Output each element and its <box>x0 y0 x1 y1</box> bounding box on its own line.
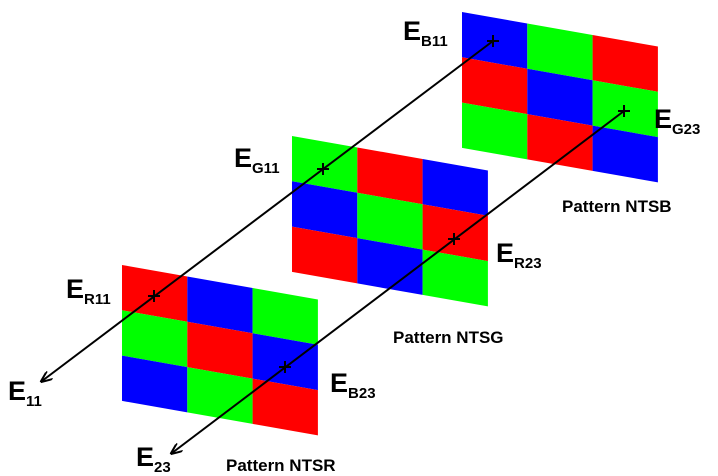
caption-ntsb: Pattern NTSB <box>562 197 672 216</box>
cell-ntsr-1-1-red <box>187 321 253 379</box>
cell-ntsg-0-1-red <box>357 147 423 205</box>
label-eb23: EB23 <box>330 368 376 402</box>
cell-ntsr-0-1-blue <box>187 276 253 334</box>
cell-ntsr-0-2-green <box>252 288 318 345</box>
cell-ntsg-1-2-red <box>422 204 488 262</box>
cell-ntsg-1-1-green <box>357 192 423 250</box>
marker-er23 <box>448 233 460 245</box>
ray-e11 <box>42 40 494 381</box>
cell-ntsg-2-2-green <box>422 249 488 307</box>
cell-ntsg-2-0-red <box>292 226 358 284</box>
marker-er11 <box>148 290 160 302</box>
caption-ntsg: Pattern NTSG <box>393 328 504 347</box>
marker-eb23 <box>279 361 291 373</box>
cell-ntsb-0-2-red <box>592 35 658 92</box>
cell-ntsg-0-2-blue <box>422 159 488 216</box>
caption-ntsr: Pattern NTSR <box>226 456 336 475</box>
cell-ntsr-1-0-green <box>122 310 188 368</box>
label-eb11: EB11 <box>403 16 448 50</box>
pattern-ntsb-panel <box>462 12 658 183</box>
label-eg11: EG11 <box>234 143 280 177</box>
marker-eb11 <box>487 35 499 47</box>
cell-ntsr-2-2-red <box>252 378 318 436</box>
label-eg23: EG23 <box>654 104 700 138</box>
pattern-ntsr-panel <box>122 265 318 436</box>
label-e23: E23 <box>136 442 171 476</box>
label-er11: ER11 <box>66 274 111 308</box>
marker-eg23 <box>618 105 630 117</box>
cell-ntsb-2-1-red <box>527 114 593 171</box>
cell-ntsb-1-0-red <box>462 57 528 115</box>
cell-ntsr-2-0-blue <box>122 355 188 413</box>
cell-ntsg-0-0-green <box>292 136 358 193</box>
pattern-ntsg-panel <box>292 136 488 307</box>
marker-eg11 <box>317 163 329 175</box>
ray-e23 <box>172 110 625 453</box>
label-e11: E11 <box>8 376 42 410</box>
cell-ntsb-0-1-green <box>527 23 593 81</box>
label-er23: ER23 <box>496 238 542 272</box>
cell-ntsg-2-1-blue <box>357 238 423 295</box>
cell-ntsr-2-1-green <box>187 367 253 424</box>
cell-ntsb-2-2-blue <box>592 125 658 183</box>
cell-ntsb-2-0-green <box>462 102 528 160</box>
cell-ntsg-1-0-blue <box>292 181 358 239</box>
cell-ntsb-1-1-blue <box>527 68 593 126</box>
